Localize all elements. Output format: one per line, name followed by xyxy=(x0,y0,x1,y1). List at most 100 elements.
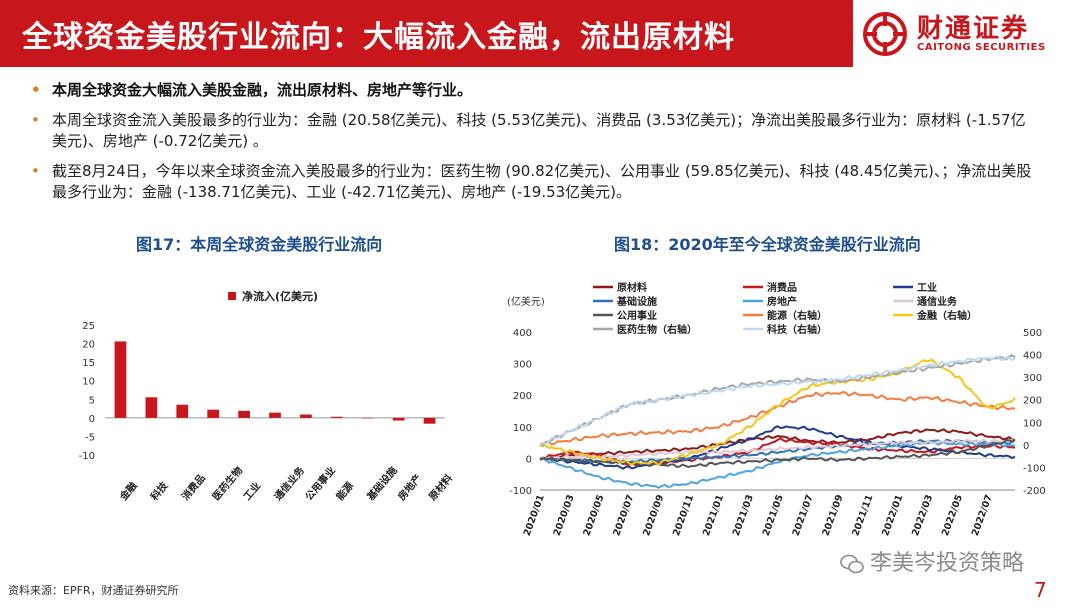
legend-label: 通信业务 xyxy=(917,295,958,308)
x-tick-label: 2021/11 xyxy=(850,493,875,537)
series-line xyxy=(539,425,1016,470)
bar xyxy=(423,417,436,424)
x-tick-label: 2021/01 xyxy=(701,493,726,537)
legend-label: 工业 xyxy=(917,281,937,294)
legend-label: 消费品 xyxy=(767,281,797,294)
watermark-text: 李美岑投资策略 xyxy=(870,551,1025,576)
y-tick-label: 400 xyxy=(513,328,532,339)
y2-tick-label: 100 xyxy=(1023,418,1042,429)
logo: 财通证券 CAITONG SECURITIES xyxy=(853,0,1080,67)
x-tick-label: 2022/03 xyxy=(910,493,935,537)
page-number: 7 xyxy=(1034,578,1047,602)
bullet-item: • 本周全球资金流入美股最多的行业为：金融 (20.58亿美元)、科技 (5.5… xyxy=(28,110,1038,152)
logo-text-en: CAITONG SECURITIES xyxy=(917,42,1046,53)
logo-text-cn: 财通证券 xyxy=(917,14,1030,44)
x-tick-label: 2020/09 xyxy=(641,493,666,537)
bar xyxy=(114,341,127,418)
header-bar: 全球资金美股行业流向：大幅流入金融，流出原材料 财通证券 CAITONG SEC… xyxy=(0,0,1080,67)
x-tick-label: 2020/03 xyxy=(552,493,577,537)
y-tick-label: 0 xyxy=(89,414,95,425)
series-line xyxy=(539,358,1016,467)
x-tick-label: 消费品 xyxy=(179,472,208,503)
y-tick-label: 25 xyxy=(82,321,95,332)
legend-label: 基础设施 xyxy=(616,295,657,308)
bullet-dot-icon: • xyxy=(31,162,40,180)
series-line xyxy=(539,428,1016,460)
legend-label: 金融（右轴） xyxy=(916,309,977,322)
y-tick-label: 200 xyxy=(513,391,532,402)
source-note: 资料来源：EPFR，财通证券研究所 xyxy=(8,584,179,597)
y2-tick-label: -100 xyxy=(1023,463,1046,474)
figure-18-title: 图18：2020年至今全球资金美股行业流向 xyxy=(614,235,921,254)
bar xyxy=(330,416,343,418)
x-tick-label: 房地产 xyxy=(395,472,424,503)
summary-bullets: • 本周全球资金大幅流入美股金融，流出原材料、房地产等行业。 • 本周全球资金流… xyxy=(28,80,1038,212)
y2-tick-label: -200 xyxy=(1023,486,1046,497)
y2-tick-label: 300 xyxy=(1023,373,1042,384)
series-line xyxy=(539,355,1016,446)
y-tick-label: -100 xyxy=(509,486,532,497)
y2-tick-label: 0 xyxy=(1023,441,1029,452)
bar xyxy=(145,397,158,418)
y-axis-title: (亿美元) xyxy=(507,295,545,308)
figure-17-title: 图17：本周全球资金美股行业流向 xyxy=(136,235,383,254)
caitong-logo-icon xyxy=(863,12,907,56)
y2-tick-label: 400 xyxy=(1023,351,1042,362)
y2-tick-label: 500 xyxy=(1023,328,1042,339)
x-tick-label: 2021/05 xyxy=(761,493,786,537)
x-tick-label: 2020/07 xyxy=(611,493,636,537)
bullet-dot-icon: • xyxy=(31,111,40,129)
bullet-text: 本周全球资金流入美股最多的行业为：金融 (20.58亿美元)、科技 (5.53亿… xyxy=(52,111,1026,150)
x-tick-label: 医药生物 xyxy=(210,464,246,503)
y-tick-label: 20 xyxy=(82,340,95,351)
bullet-item: • 截至8月24日，今年以来全球资金流入美股最多的行业为：医药生物 (90.82… xyxy=(28,161,1038,203)
y-tick-label: 0 xyxy=(526,454,532,465)
wechat-icon xyxy=(840,554,864,574)
bar xyxy=(207,409,220,418)
bullet-text: 截至8月24日，今年以来全球资金流入美股最多的行业为：医药生物 (90.82亿美… xyxy=(52,162,1032,201)
x-tick-label: 2021/09 xyxy=(820,493,845,537)
legend-label: 科技（右轴） xyxy=(767,323,827,336)
bar xyxy=(238,410,250,418)
x-tick-label: 2021/07 xyxy=(791,493,816,537)
x-tick-label: 金融 xyxy=(116,479,139,503)
y-tick-label: 100 xyxy=(513,423,532,434)
y-tick-label: -5 xyxy=(85,432,95,443)
x-tick-label: 公用事业 xyxy=(302,464,338,503)
bar xyxy=(300,414,312,418)
bar xyxy=(176,404,189,418)
legend-swatch xyxy=(228,292,236,300)
bar xyxy=(269,412,281,418)
x-tick-label: 通信业务 xyxy=(271,463,307,503)
page-title: 全球资金美股行业流向：大幅流入金融，流出原材料 xyxy=(22,20,735,55)
line-chart: (亿美元) -100 0 100 200 300 400 -200 -100 0 100 200 300… xyxy=(507,281,1046,538)
legend-label: 能源（右轴） xyxy=(767,309,827,322)
legend-label: 净流入(亿美元) xyxy=(242,289,318,303)
legend-label: 医药生物（右轴） xyxy=(617,323,697,336)
legend-label: 公用事业 xyxy=(617,309,657,322)
bullet-dot-icon: • xyxy=(31,81,41,99)
x-tick-label: 2022/01 xyxy=(880,493,905,537)
series-line xyxy=(539,438,1016,461)
bullet-text: 本周全球资金大幅流入美股金融，流出原材料、房地产等行业。 xyxy=(52,81,473,99)
x-tick-label: 2020/11 xyxy=(671,493,696,537)
legend-label: 原材料 xyxy=(617,281,647,294)
x-tick-label: 能源 xyxy=(333,479,356,503)
bar xyxy=(361,417,374,419)
series-line xyxy=(539,390,1016,447)
y-tick-label: -10 xyxy=(79,451,95,462)
x-tick-label: 2020/05 xyxy=(581,493,606,537)
bar xyxy=(392,417,405,421)
x-tick-label: 基础设施 xyxy=(363,464,399,504)
bullet-item: • 本周全球资金大幅流入美股金融，流出原材料、房地产等行业。 xyxy=(28,80,1038,101)
y2-tick-label: 200 xyxy=(1023,396,1042,407)
x-tick-label: 2021/03 xyxy=(731,493,756,537)
x-tick-label: 工业 xyxy=(240,479,263,503)
x-tick-label: 原材料 xyxy=(426,472,455,503)
legend-label: 房地产 xyxy=(767,295,797,308)
x-tick-label: 2022/07 xyxy=(970,493,995,537)
y-tick-label: 10 xyxy=(82,377,95,388)
watermark: 李美岑投资策略 xyxy=(840,545,1024,577)
x-tick-label: 2022/05 xyxy=(940,493,965,537)
